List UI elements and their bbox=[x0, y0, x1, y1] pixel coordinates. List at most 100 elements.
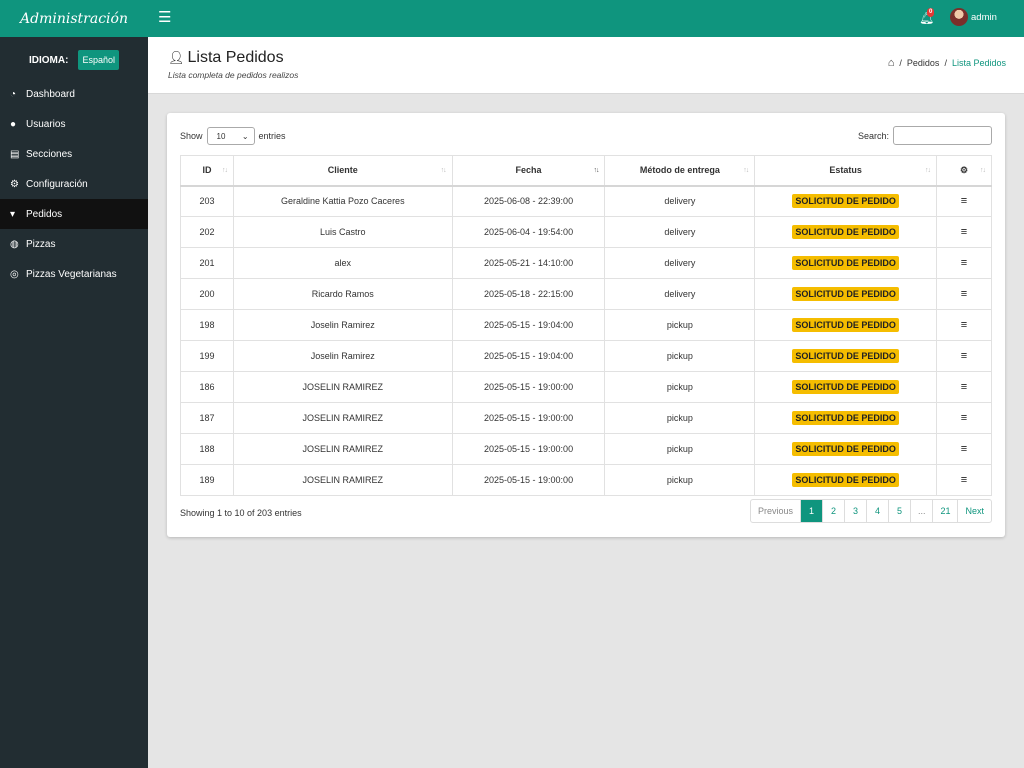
language-button[interactable]: Español bbox=[78, 50, 119, 70]
status-badge: SOLICITUD DE PEDIDO bbox=[792, 256, 899, 270]
breadcrumb-separator: / bbox=[899, 58, 902, 68]
column-header-metodo[interactable]: Método de entrega ↑↓ bbox=[604, 155, 756, 187]
cell-actions: ≡ bbox=[936, 464, 992, 496]
page-5[interactable]: 5 bbox=[887, 500, 910, 522]
cell-actions: ≡ bbox=[936, 216, 992, 248]
row-menu-icon[interactable]: ≡ bbox=[960, 443, 968, 455]
column-header-estatus[interactable]: Estatus ↑↓ bbox=[754, 155, 938, 187]
page-3[interactable]: 3 bbox=[843, 500, 866, 522]
user-icon: 👤︎ bbox=[168, 50, 185, 65]
cell-id: 203 bbox=[180, 185, 234, 217]
row-menu-icon[interactable]: ≡ bbox=[960, 350, 968, 362]
orders-card: Show 10 ⌄ entries Search: ID ↑↓ Cliente ↑↓… bbox=[167, 113, 1005, 537]
show-label: Show bbox=[180, 131, 203, 141]
page-2[interactable]: 2 bbox=[821, 500, 844, 522]
status-badge: SOLICITUD DE PEDIDO bbox=[792, 473, 899, 487]
cell-id: 201 bbox=[180, 247, 234, 279]
status-badge: SOLICITUD DE PEDIDO bbox=[792, 411, 899, 425]
table-row: 189 JOSELIN RAMIREZ 2025-05-15 - 19:00:00 p… bbox=[180, 464, 992, 496]
breadcrumb-current: Lista Pedidos bbox=[951, 58, 1006, 68]
sidebar-item-dashboard[interactable]: ◔ Dashboard bbox=[0, 79, 148, 109]
cell-cliente: alex bbox=[232, 247, 453, 279]
cell-metodo: pickup bbox=[604, 340, 756, 372]
column-header-cliente[interactable]: Cliente ↑↓ bbox=[232, 155, 453, 187]
row-menu-icon[interactable]: ≡ bbox=[960, 226, 968, 238]
gears-icon: ⚙ bbox=[10, 178, 19, 190]
sidebar-item-configuracion[interactable]: ⚙ Configuración bbox=[0, 169, 148, 199]
sort-icon: ↑↓ bbox=[743, 167, 749, 174]
sidebar: Administración IDIOMA: Español ◔ Dashboar… bbox=[0, 0, 148, 768]
search-input[interactable] bbox=[893, 126, 992, 145]
next-page-button[interactable]: Next bbox=[957, 500, 991, 522]
sidebar-item-label: Usuarios bbox=[26, 118, 66, 130]
cart-icon: ▾ bbox=[10, 208, 16, 220]
cell-fecha: 2025-05-15 - 19:00:00 bbox=[451, 371, 606, 403]
sidebar-item-pizzas[interactable]: ◍ Pizzas bbox=[0, 229, 148, 259]
gears-icon: ⚙ bbox=[959, 164, 969, 175]
cell-metodo: pickup bbox=[604, 371, 756, 403]
sidebar-item-usuarios[interactable]: ● Usuarios bbox=[0, 109, 148, 139]
globe-icon: ◍ bbox=[10, 238, 19, 250]
cell-actions: ≡ bbox=[936, 433, 992, 465]
sidebar-item-pizzas-vegetarianas[interactable]: ◎ Pizzas Vegetarianas bbox=[0, 259, 148, 289]
cell-fecha: 2025-05-15 - 19:04:00 bbox=[451, 309, 606, 341]
table-row: 199 Joselin Ramirez 2025-05-15 - 19:04:00 p… bbox=[180, 340, 992, 372]
sort-desc-icon: ↑↓ bbox=[593, 167, 599, 174]
row-menu-icon[interactable]: ≡ bbox=[960, 288, 968, 300]
cell-cliente: Geraldine Kattia Pozo Caceres bbox=[232, 185, 453, 217]
entries-select[interactable]: 10 ⌄ bbox=[206, 127, 255, 145]
sort-icon: ↑↓ bbox=[440, 167, 447, 174]
brand-logo[interactable]: Administración bbox=[0, 0, 148, 37]
breadcrumb-pedidos[interactable]: Pedidos bbox=[906, 58, 940, 68]
user-icon: ● bbox=[10, 118, 17, 130]
column-header-actions[interactable]: ⚙ ↑↓ bbox=[936, 155, 992, 187]
cell-estatus: SOLICITUD DE PEDIDO bbox=[754, 433, 938, 465]
row-menu-icon[interactable]: ≡ bbox=[960, 257, 968, 269]
page-4[interactable]: 4 bbox=[865, 500, 888, 522]
column-header-id[interactable]: ID ↑↓ bbox=[180, 155, 234, 187]
row-menu-icon[interactable]: ≡ bbox=[960, 319, 968, 331]
cell-estatus: SOLICITUD DE PEDIDO bbox=[754, 278, 938, 310]
row-menu-icon[interactable]: ≡ bbox=[960, 412, 968, 424]
page-21[interactable]: 21 bbox=[932, 500, 957, 522]
search-label: Search: bbox=[857, 130, 889, 141]
cell-estatus: SOLICITUD DE PEDIDO bbox=[754, 185, 938, 217]
row-menu-icon[interactable]: ≡ bbox=[960, 474, 968, 486]
cell-metodo: delivery bbox=[604, 278, 756, 310]
page-1[interactable]: 1 bbox=[799, 500, 822, 522]
avatar[interactable] bbox=[950, 8, 968, 26]
language-label: IDIOMA: bbox=[29, 54, 69, 66]
menu-toggle-icon[interactable]: ☰ bbox=[158, 9, 172, 26]
cell-cliente: JOSELIN RAMIREZ bbox=[232, 464, 453, 496]
table-row: 203 Geraldine Kattia Pozo Caceres 2025-06-… bbox=[180, 185, 992, 217]
cell-fecha: 2025-05-15 - 19:00:00 bbox=[451, 402, 606, 434]
cell-metodo: pickup bbox=[604, 309, 756, 341]
column-header-fecha[interactable]: Fecha ↑↓ bbox=[451, 155, 606, 187]
sidebar-item-label: Configuración bbox=[26, 178, 88, 190]
row-menu-icon[interactable]: ≡ bbox=[960, 195, 968, 208]
sort-icon: ↑↓ bbox=[980, 167, 986, 174]
table-icon: ▤ bbox=[10, 148, 20, 160]
page-header: 👤︎ Lista Pedidos Lista completa de pedid… bbox=[148, 37, 1024, 94]
row-menu-icon[interactable]: ≡ bbox=[960, 381, 968, 393]
cell-estatus: SOLICITUD DE PEDIDO bbox=[754, 464, 938, 496]
search-control: Search: bbox=[858, 126, 992, 145]
table-info: Showing 1 to 10 of 203 entries bbox=[180, 508, 302, 518]
previous-page-button[interactable]: Previous bbox=[757, 506, 793, 516]
status-badge: SOLICITUD DE PEDIDO bbox=[792, 287, 899, 301]
sidebar-item-label: Pizzas bbox=[26, 238, 56, 250]
page-ellipsis: ... bbox=[909, 500, 933, 522]
sidebar-item-label: Secciones bbox=[26, 148, 73, 160]
notification-bell-icon[interactable]: 🔔︎ 0 bbox=[919, 8, 935, 25]
cell-actions: ≡ bbox=[936, 371, 992, 403]
home-icon[interactable]: ⌂ bbox=[887, 57, 895, 69]
table-header-row: ID ↑↓ Cliente ↑↓ Fecha ↑↓ Método de entrega… bbox=[180, 155, 992, 187]
cell-fecha: 2025-05-15 - 19:00:00 bbox=[451, 464, 606, 496]
sidebar-item-secciones[interactable]: ▤ Secciones bbox=[0, 139, 148, 169]
table-row: 200 Ricardo Ramos 2025-05-18 - 22:15:00 del… bbox=[180, 278, 992, 310]
cell-estatus: SOLICITUD DE PEDIDO bbox=[754, 340, 938, 372]
status-badge: SOLICITUD DE PEDIDO bbox=[792, 194, 899, 209]
cell-metodo: pickup bbox=[604, 464, 756, 496]
user-menu-name[interactable]: admin bbox=[971, 12, 997, 23]
sidebar-item-pedidos[interactable]: ▾ Pedidos bbox=[0, 199, 148, 229]
